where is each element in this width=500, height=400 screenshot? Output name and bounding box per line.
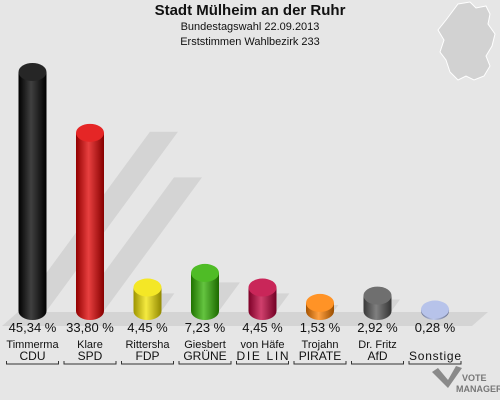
party-label: AfD [367, 349, 387, 363]
value-label: 33,80 % [66, 320, 114, 335]
party-label: DIE LIN [237, 349, 289, 363]
category-underline [236, 361, 289, 365]
bar-sonstige [421, 300, 449, 320]
logo-line-2: MANAGER [456, 384, 500, 394]
candidate-label: Giesbert [184, 339, 226, 351]
candidate-label: Dr. Fritz [358, 339, 397, 351]
party-label: SPD [78, 349, 103, 363]
vote-manager-logo: VOTE MANAGER [432, 366, 500, 394]
checkmark-icon [432, 366, 462, 388]
logo-line-1: VOTE [462, 373, 487, 383]
chart-title: Stadt Mülheim an der Ruhr [154, 2, 346, 19]
bar-cdu [18, 63, 47, 320]
bar-shadow [76, 177, 202, 311]
value-label: 7,23 % [185, 320, 226, 335]
chart-subtitle-2: Erststimmen Wahlbezirk 233 [180, 36, 320, 48]
category-underline [63, 361, 117, 365]
candidate-label: Trojahn [302, 339, 339, 351]
candidate-label: Rittersha [125, 339, 170, 351]
party-label: Sonstige [409, 349, 461, 363]
candidate-label: Timmerma [6, 339, 59, 351]
value-label: 2,92 % [357, 320, 398, 335]
value-label: 4,45 % [242, 320, 283, 335]
candidate-label: Klare [77, 339, 103, 351]
bar-die-lin [248, 278, 277, 320]
party-label: PIRATE [299, 349, 341, 363]
bar-spd [76, 123, 104, 320]
chart-subtitle: Bundestagswahl 22.09.2013 [180, 21, 320, 33]
category-underline [121, 361, 174, 365]
value-label: 1,53 % [300, 320, 341, 335]
germany-map-icon [437, 1, 496, 81]
party-label: FDP [136, 349, 160, 363]
bar-fdp [133, 278, 162, 320]
category-underline [6, 361, 59, 365]
party-label: CDU [20, 349, 46, 363]
category-underline [351, 361, 404, 365]
category-underline [293, 361, 347, 365]
value-label: 0,28 % [415, 320, 456, 335]
value-label: 4,45 % [127, 320, 168, 335]
bar-afd [363, 286, 392, 320]
candidate-label: von Häfe [240, 339, 284, 351]
bar-gr-ne [191, 263, 219, 320]
category-underline [408, 361, 462, 365]
bar-pirate [306, 293, 334, 320]
category-underline [178, 361, 232, 365]
party-label: GRÜNE [183, 349, 226, 363]
value-label: 45,34 % [9, 320, 57, 335]
